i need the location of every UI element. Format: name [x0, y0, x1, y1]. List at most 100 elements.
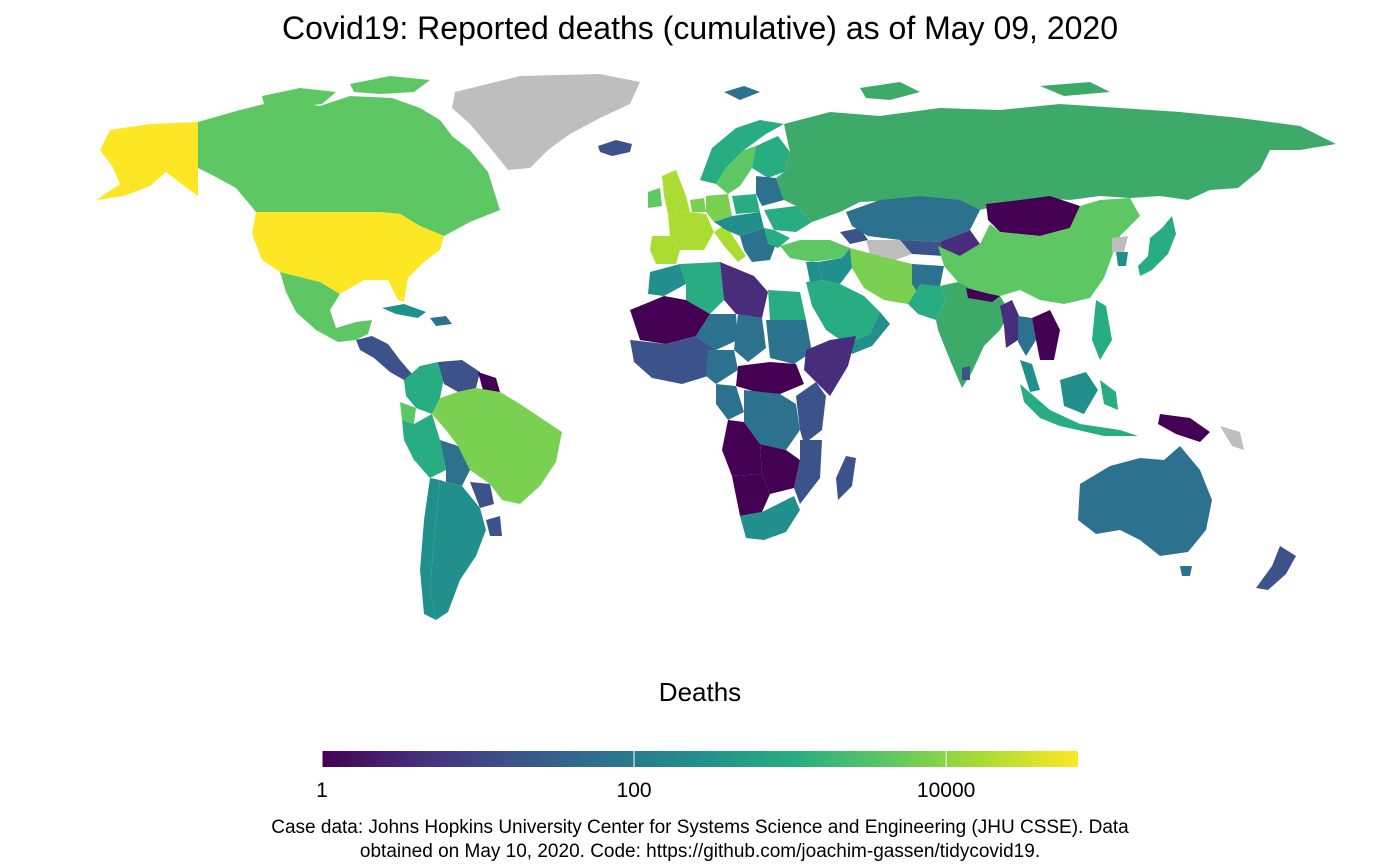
- legend-tick-label-1: 100: [616, 779, 652, 802]
- region-kazakhstan: [846, 196, 980, 242]
- region-niger: [696, 314, 738, 350]
- region-myanmar: [1000, 300, 1020, 348]
- region-egypt: [768, 290, 806, 320]
- region-brazil: [432, 388, 562, 504]
- region-indonesia: [1020, 384, 1138, 436]
- region-colombia: [404, 362, 444, 414]
- region-gabon-congo: [716, 384, 744, 420]
- region-india: [936, 282, 1010, 388]
- region-sulawesi: [1100, 380, 1118, 410]
- region-paraguay: [470, 482, 494, 508]
- region-guianas: [478, 372, 500, 394]
- map-title: Covid19: Reported deaths (cumulative) as…: [281, 10, 1118, 46]
- region-canada: [198, 96, 500, 236]
- region-mongolia: [986, 196, 1080, 236]
- region-pakistan: [908, 284, 946, 320]
- region-baltics-belarus: [756, 176, 784, 206]
- region-thailand: [1018, 316, 1036, 356]
- region-bolivia: [440, 440, 470, 486]
- region-vietnam-laos-cambodia: [1032, 310, 1060, 360]
- region-borneo: [1060, 372, 1098, 414]
- region-spain-portugal: [650, 236, 680, 264]
- legend-tick-label-2: 10000: [916, 779, 976, 802]
- region-central-america: [356, 336, 412, 380]
- region-iceland: [598, 140, 632, 156]
- region-ethiopia-somalia: [804, 336, 856, 396]
- region-madagascar: [836, 456, 856, 500]
- caption-line-2: obtained on May 10, 2020. Code: https://…: [359, 841, 1041, 862]
- caption-line-1: Case data: Johns Hopkins University Cent…: [271, 817, 1129, 838]
- region-germany: [706, 194, 732, 222]
- region-angola: [722, 420, 762, 476]
- region-mexico: [280, 272, 372, 342]
- region-south-africa: [740, 496, 800, 540]
- region-benelux: [690, 198, 706, 212]
- region-argentina: [430, 480, 486, 620]
- region-chile: [420, 478, 440, 620]
- region-mauritania-mali: [630, 296, 710, 344]
- region-ireland: [648, 188, 662, 208]
- region-zambia-zimbabwe: [760, 444, 800, 494]
- region-italy: [714, 224, 746, 262]
- region-oman-yemen: [846, 312, 890, 354]
- region-dr-congo: [744, 390, 800, 450]
- world-choropleth-map: [96, 74, 1336, 620]
- region-canada-islands: [262, 76, 430, 108]
- region-svalbard: [724, 86, 760, 100]
- region-west-africa: [630, 336, 716, 384]
- region-libya: [720, 262, 768, 318]
- region-uruguay: [486, 516, 502, 536]
- region-new-zealand: [1256, 546, 1296, 590]
- region-sweden: [716, 146, 756, 194]
- caption: Case data: Johns Hopkins University Cent…: [0, 816, 1400, 864]
- region-finland: [752, 136, 790, 178]
- region-central-african-republic: [736, 362, 804, 394]
- legend-tick-label-0: 1: [316, 779, 328, 802]
- region-russia: [776, 104, 1336, 222]
- region-ecuador: [400, 402, 416, 424]
- region-united-kingdom: [662, 170, 690, 214]
- region-usa: [252, 212, 444, 302]
- region-malaysia: [1020, 360, 1040, 392]
- region-greenland: [452, 74, 640, 170]
- region-sri-lanka: [962, 366, 970, 380]
- region-tasmania: [1180, 566, 1192, 576]
- region-iran: [850, 248, 920, 304]
- region-france: [668, 212, 714, 250]
- region-chad: [734, 314, 766, 362]
- region-north-korea: [1112, 236, 1128, 252]
- region-sudan: [766, 320, 812, 364]
- legend-colorbar: [322, 751, 1078, 767]
- region-romania: [764, 228, 790, 248]
- region-china: [938, 198, 1140, 304]
- region-alaska: [96, 122, 198, 200]
- region-cuba: [382, 304, 426, 318]
- region-ukraine: [764, 206, 812, 232]
- region-hispaniola: [430, 316, 452, 326]
- region-south-korea: [1116, 252, 1128, 266]
- region-poland: [732, 194, 760, 214]
- region-japan: [1138, 216, 1176, 276]
- region-mozambique: [794, 440, 822, 504]
- region-nigeria: [706, 350, 738, 384]
- region-peru: [402, 414, 446, 478]
- region-papua-new-guinea: [1158, 414, 1210, 442]
- region-namibia-botswana: [732, 474, 770, 516]
- region-iraq-syria: [818, 248, 852, 284]
- region-nepal: [966, 288, 1000, 302]
- region-russia-islands: [860, 82, 1110, 100]
- region-venezuela: [438, 360, 480, 392]
- region-morocco-western-sahara: [648, 264, 686, 296]
- region-pacific-islands: [1220, 426, 1244, 450]
- region-east-africa: [796, 382, 826, 444]
- legend-title: Deaths: [658, 677, 742, 707]
- region-kyrgyz-tajik: [940, 230, 980, 256]
- region-australia: [1078, 446, 1212, 556]
- region-uzbekistan: [900, 240, 944, 256]
- region-turkey: [780, 240, 850, 262]
- region-algeria: [680, 262, 724, 314]
- region-saudi-arabia: [806, 280, 880, 344]
- region-philippines: [1092, 300, 1112, 360]
- region-central-europe: [714, 212, 764, 236]
- region-israel-jordan: [806, 262, 822, 282]
